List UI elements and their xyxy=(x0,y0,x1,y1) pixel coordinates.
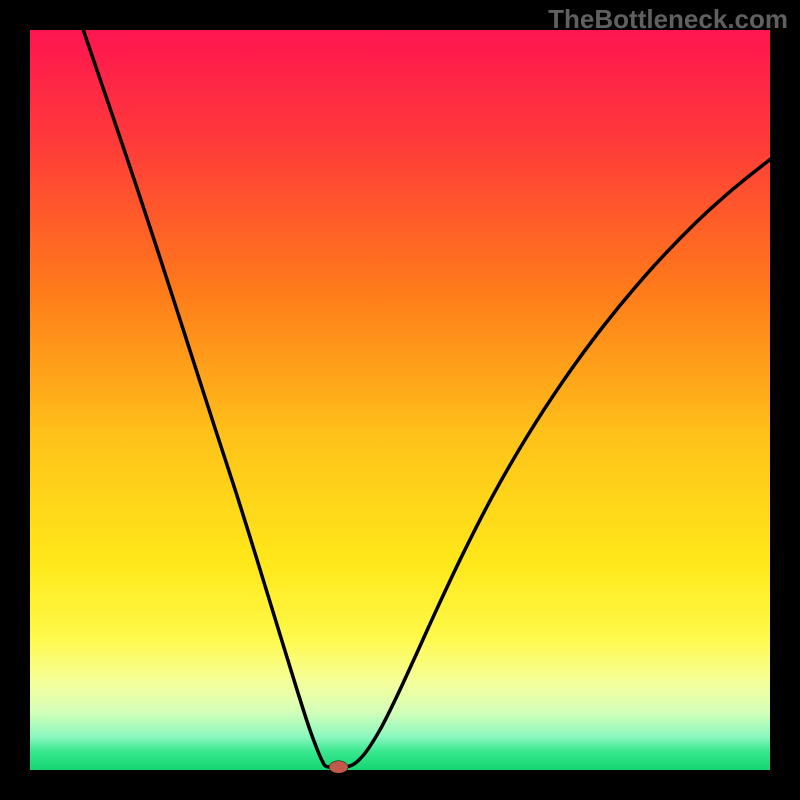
sweet-spot-marker xyxy=(329,761,348,774)
plot-background xyxy=(30,30,770,770)
watermark-text: TheBottleneck.com xyxy=(548,4,788,35)
bottleneck-chart xyxy=(0,0,800,800)
chart-frame: TheBottleneck.com xyxy=(0,0,800,800)
